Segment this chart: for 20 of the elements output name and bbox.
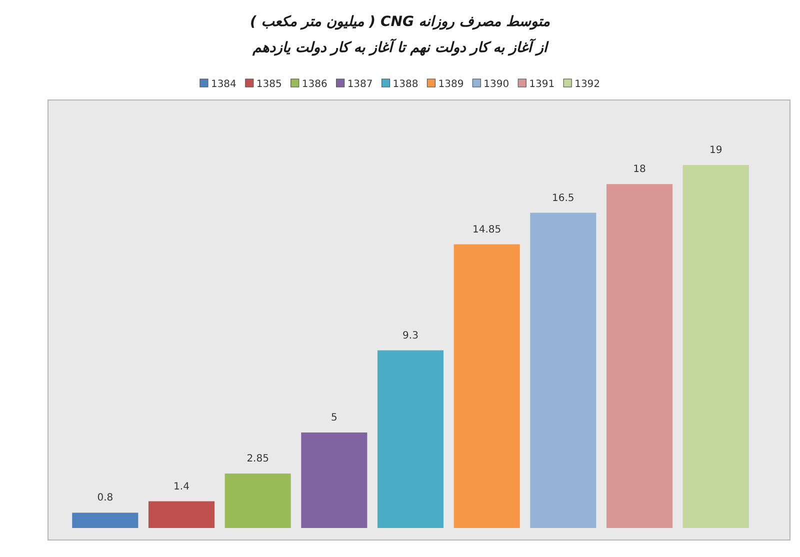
data-label: 1.4 <box>174 481 190 492</box>
legend-label: 1391 <box>529 79 555 90</box>
data-label: 14.85 <box>472 224 502 236</box>
legend-label: 1387 <box>347 79 373 90</box>
subtitle: از آغاز به کار دولت نهم تا آغاز به کار دولت یازدهم <box>252 40 548 56</box>
legend-label: 1385 <box>256 79 282 90</box>
legend-label: 1390 <box>484 79 510 90</box>
legend-label: 1388 <box>392 79 418 90</box>
legend-label: 1389 <box>438 79 464 90</box>
legend-label: 1392 <box>574 79 600 90</box>
data-label: 0.8 <box>97 492 114 504</box>
data-label: 9.3 <box>402 330 418 342</box>
data-label: 16.5 <box>552 192 574 204</box>
data-label: 19 <box>709 145 722 156</box>
data-label: 5 <box>330 412 338 424</box>
data-label: 18 <box>633 164 646 176</box>
data-label: 2.85 <box>246 454 269 465</box>
legend-label: 1386 <box>302 79 328 90</box>
title: متوسط مصرف روزانه CNG ( میلیون متر مکعب ) <box>250 14 550 30</box>
legend-label: 1384 <box>210 79 236 90</box>
